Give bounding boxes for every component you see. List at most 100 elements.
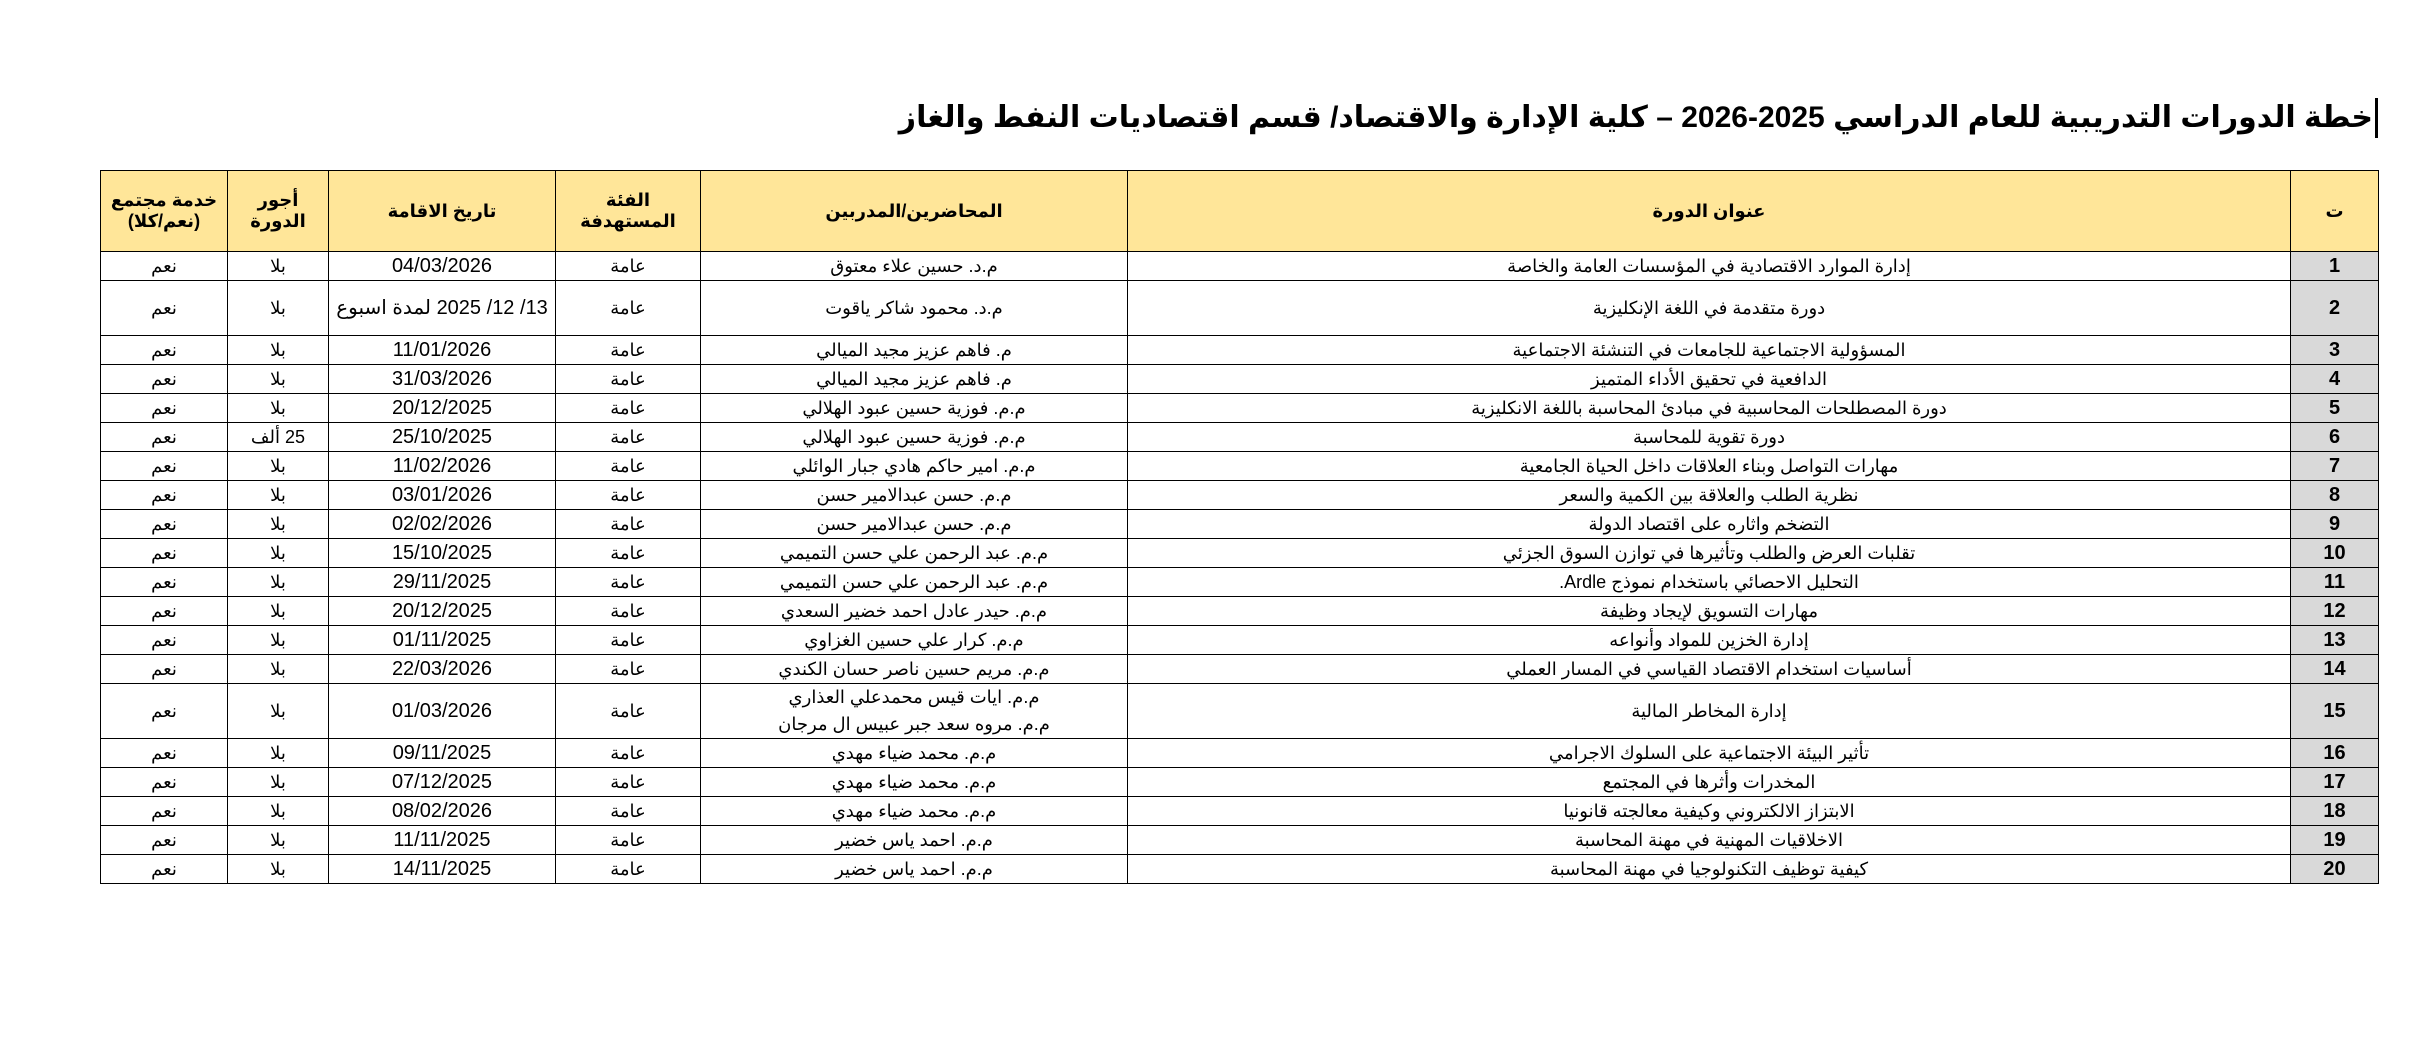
course-date-text: 01/11/2025: [392, 628, 492, 651]
trainers: م.م. فوزية حسين عبود الهلالي: [700, 393, 1128, 423]
target-audience: عامة: [555, 625, 701, 655]
training-courses-table: ت عنوان الدورة المحاضرين/المدربين الفئة …: [100, 170, 2379, 884]
course-date-text: 08/02/2026: [391, 799, 493, 822]
target-audience: عامة: [555, 825, 701, 855]
trainers-text: م.د. حسين علاء معتوق: [830, 255, 998, 276]
row-number-text: 6: [2328, 425, 2341, 448]
course-fees-text: بلا: [270, 513, 286, 534]
course-fees: بلا: [227, 625, 329, 655]
course-fees-text: بلا: [270, 742, 286, 763]
community-service-text: نعم: [151, 484, 177, 505]
target-audience: عامة: [555, 451, 701, 481]
course-title-text: المخدرات وأثرها في المجتمع: [1602, 771, 1816, 792]
table-row: 6 دورة تقوية للمحاسبة م.م. فوزية حسين عبود…: [100, 422, 2379, 452]
community-service: نعم: [100, 825, 228, 855]
course-fees: بلا: [227, 335, 329, 365]
row-number: 4: [2290, 364, 2379, 394]
course-date: 02/02/2026: [328, 509, 556, 539]
target-audience-text: عامة: [610, 829, 646, 850]
row-number: 17: [2290, 767, 2379, 797]
trainers-text: م.م. محمد ضياء مهدي: [831, 800, 997, 821]
target-audience-text: عامة: [610, 629, 646, 650]
target-audience-text: عامة: [610, 297, 646, 318]
course-date-text: 11/01/2026: [392, 338, 492, 361]
community-service-text: نعم: [151, 571, 177, 592]
table-row: 8 نظرية الطلب والعلاقة بين الكمية والسعر م…: [100, 480, 2379, 510]
target-audience: عامة: [555, 796, 701, 826]
target-audience-text: عامة: [610, 397, 646, 418]
course-date-text: 03/01/2026: [391, 483, 493, 506]
table-row: 19 الاخلاقيات المهنية في مهنة المحاسبة م.م…: [100, 825, 2379, 855]
course-fees-text: بلا: [270, 600, 286, 621]
trainers: م.م. محمد ضياء مهدي: [700, 738, 1128, 768]
course-title: إدارة المخاطر المالية: [1127, 683, 2291, 739]
course-title: دورة تقوية للمحاسبة: [1127, 422, 2291, 452]
course-fees: بلا: [227, 567, 329, 597]
course-fees-text: بلا: [270, 829, 286, 850]
course-fees-text: بلا: [270, 658, 286, 679]
course-date: 29/11/2025: [328, 567, 556, 597]
community-service: نعم: [100, 335, 228, 365]
community-service: نعم: [100, 654, 228, 684]
course-date-text: 15/10/2025: [391, 541, 493, 564]
course-title: تأثير البيئة الاجتماعية على السلوك الاجر…: [1127, 738, 2291, 768]
course-title-text: أساسيات استخدام الاقتصاد القياسي في المس…: [1506, 658, 1912, 679]
target-audience-text: عامة: [610, 484, 646, 505]
table-row: 13 إدارة الخزين للمواد وأنواعه م.م. كرار ع…: [100, 625, 2379, 655]
course-fees-text: بلا: [270, 700, 286, 721]
row-number: 10: [2290, 538, 2379, 568]
course-title: الابتزاز الالكتروني وكيفية معالجته قانون…: [1127, 796, 2291, 826]
course-date: 09/11/2025: [328, 738, 556, 768]
community-service: نعم: [100, 251, 228, 281]
community-service-text: نعم: [151, 513, 177, 534]
course-date: 15/10/2025: [328, 538, 556, 568]
community-service: نعم: [100, 393, 228, 423]
trainers: م.م. حسن عبدالامير حسن: [700, 480, 1128, 510]
row-number-text: 20: [2323, 857, 2346, 880]
course-fees: بلا: [227, 767, 329, 797]
course-fees-text: بلا: [270, 368, 286, 389]
trainers-text: م.م. عبد الرحمن علي حسن التميمي: [779, 571, 1049, 592]
course-date: 25/10/2025: [328, 422, 556, 452]
table-row: 11 التحليل الاحصائي باستخدام نموذج Ardle.…: [100, 567, 2379, 597]
header-num: ت: [2290, 170, 2379, 252]
community-service-text: نعم: [151, 829, 177, 850]
trainers: م.د. حسين علاء معتوق: [700, 251, 1128, 281]
target-audience: عامة: [555, 393, 701, 423]
course-fees: بلا: [227, 451, 329, 481]
course-date: 01/03/2026: [328, 683, 556, 739]
course-title: نظرية الطلب والعلاقة بين الكمية والسعر: [1127, 480, 2291, 510]
target-audience: عامة: [555, 422, 701, 452]
course-fees-text: بلا: [270, 800, 286, 821]
trainers: م.م. احمد ياس خضير: [700, 825, 1128, 855]
course-title-text: الاخلاقيات المهنية في مهنة المحاسبة: [1574, 829, 1844, 850]
row-number-text: 5: [2328, 396, 2341, 419]
community-service: نعم: [100, 767, 228, 797]
course-date: 03/01/2026: [328, 480, 556, 510]
table-row: 10 تقلبات العرض والطلب وتأثيرها في توازن …: [100, 538, 2379, 568]
trainers: م. فاهم عزيز مجيد الميالي: [700, 364, 1128, 394]
community-service-text: نعم: [151, 858, 177, 879]
row-number: 5: [2290, 393, 2379, 423]
trainers: م.م. حسن عبدالامير حسن: [700, 509, 1128, 539]
trainers: م.م. فوزية حسين عبود الهلالي: [700, 422, 1128, 452]
trainers-text: م.م. احمد ياس خضير: [835, 858, 993, 879]
course-fees-text: 25 ألف: [250, 426, 306, 447]
course-date-text: 13/ 12/ 2025 لمدة اسبوع: [336, 296, 548, 319]
trainers-text: م.م. امير حاكم هادي جبار الوائلي: [792, 455, 1036, 476]
trainers: م.م. عبد الرحمن علي حسن التميمي: [700, 538, 1128, 568]
course-title: كيفية توظيف التكنولوجيا في مهنة المحاسبة: [1127, 854, 2291, 884]
target-audience-text: عامة: [610, 800, 646, 821]
course-title-text: إدارة الموارد الاقتصادية في المؤسسات الع…: [1507, 255, 1911, 276]
row-number: 20: [2290, 854, 2379, 884]
course-fees-text: بلا: [270, 542, 286, 563]
community-service-text: نعم: [151, 455, 177, 476]
community-service: نعم: [100, 480, 228, 510]
trainers-text: م.م. فوزية حسين عبود الهلالي: [802, 397, 1026, 418]
community-service-text: نعم: [151, 426, 177, 447]
trainers-text: م.م. محمد ضياء مهدي: [831, 742, 997, 763]
course-title: دورة متقدمة في اللغة الإنكليزية: [1127, 280, 2291, 336]
target-audience: عامة: [555, 596, 701, 626]
target-audience: عامة: [555, 251, 701, 281]
community-service-text: نعم: [151, 368, 177, 389]
